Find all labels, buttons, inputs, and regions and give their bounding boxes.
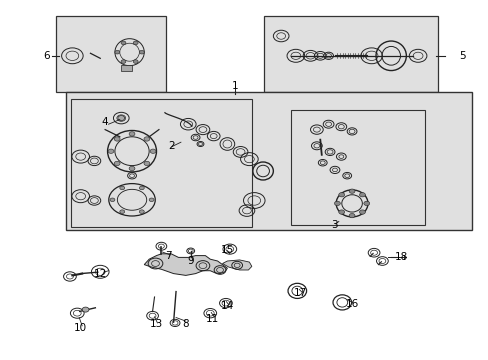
Text: 3: 3 — [331, 220, 338, 230]
Circle shape — [82, 307, 89, 312]
Circle shape — [359, 193, 365, 197]
Circle shape — [139, 50, 144, 54]
Text: 7: 7 — [165, 251, 172, 261]
Text: 2: 2 — [167, 141, 174, 151]
Text: 10: 10 — [74, 323, 87, 333]
Circle shape — [150, 149, 156, 153]
Text: 6: 6 — [43, 51, 50, 61]
Bar — [121, 65, 132, 71]
Circle shape — [121, 60, 125, 63]
Circle shape — [338, 193, 344, 197]
Circle shape — [114, 161, 120, 166]
Bar — [264, 16, 437, 92]
Bar — [66, 92, 471, 230]
Text: 16: 16 — [345, 299, 358, 309]
Circle shape — [359, 210, 365, 214]
Circle shape — [121, 41, 125, 45]
Circle shape — [348, 189, 354, 193]
Text: 9: 9 — [187, 256, 194, 266]
Circle shape — [363, 201, 369, 206]
Circle shape — [129, 132, 135, 136]
Text: 18: 18 — [393, 252, 407, 262]
Circle shape — [348, 213, 354, 218]
Circle shape — [143, 137, 149, 141]
Circle shape — [139, 210, 144, 213]
Circle shape — [120, 186, 124, 190]
Text: 12: 12 — [93, 269, 107, 279]
Circle shape — [114, 137, 120, 141]
Bar — [290, 110, 425, 225]
Circle shape — [115, 50, 120, 54]
Text: 5: 5 — [458, 51, 465, 61]
Text: 11: 11 — [205, 314, 219, 324]
Text: 8: 8 — [182, 319, 189, 329]
Bar — [71, 99, 251, 227]
Circle shape — [118, 116, 124, 121]
Text: 13: 13 — [149, 319, 163, 329]
Circle shape — [108, 149, 114, 153]
Circle shape — [120, 210, 124, 213]
Circle shape — [143, 161, 149, 166]
Polygon shape — [222, 260, 251, 270]
Circle shape — [139, 186, 144, 190]
Text: 14: 14 — [220, 301, 234, 311]
Text: 15: 15 — [220, 245, 234, 255]
Text: 4: 4 — [102, 117, 108, 127]
Circle shape — [149, 198, 154, 202]
Circle shape — [133, 60, 138, 63]
Circle shape — [133, 41, 138, 45]
Circle shape — [338, 210, 344, 214]
Circle shape — [334, 201, 340, 206]
Polygon shape — [144, 254, 227, 275]
Bar — [56, 16, 166, 92]
Circle shape — [129, 166, 135, 171]
Text: 17: 17 — [293, 288, 307, 298]
Circle shape — [110, 198, 115, 202]
Text: 1: 1 — [231, 81, 238, 91]
